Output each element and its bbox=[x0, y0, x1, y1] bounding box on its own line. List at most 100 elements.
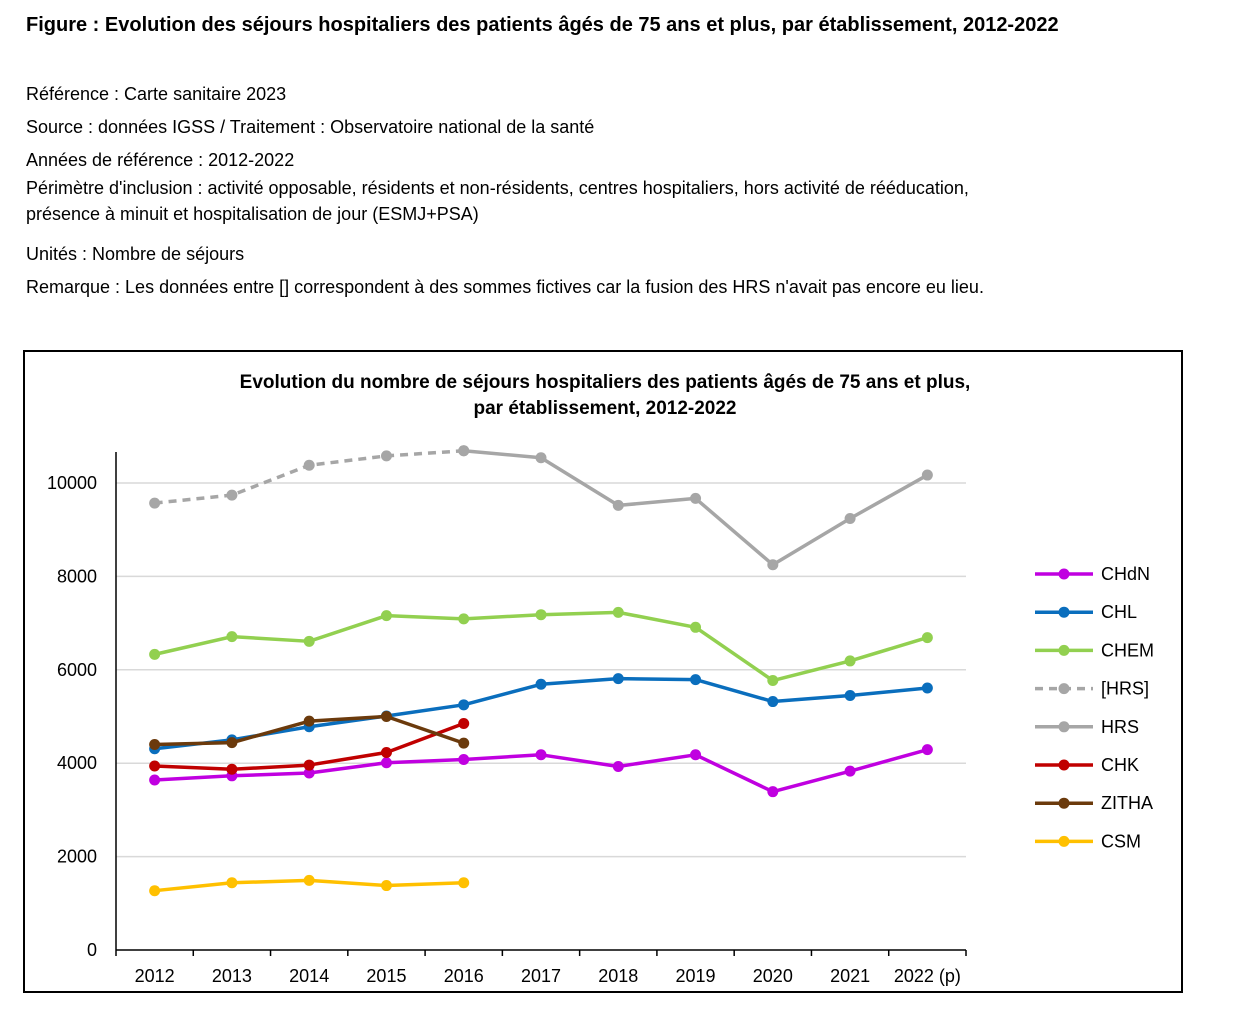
data-point-chk bbox=[226, 763, 238, 775]
data-point-chem bbox=[303, 635, 315, 647]
data-point-chdn bbox=[844, 765, 856, 777]
data-point-chl bbox=[535, 678, 547, 690]
data-point-chdn bbox=[149, 774, 161, 786]
legend-label-zitha: ZITHA bbox=[1101, 793, 1153, 813]
x-tick-label: 2012 bbox=[135, 966, 175, 986]
legend-label-csm: CSM bbox=[1101, 831, 1141, 851]
y-tick-label: 10000 bbox=[47, 473, 97, 493]
data-point-chk bbox=[149, 760, 161, 772]
data-point-chl bbox=[844, 689, 856, 701]
data-point-zitha bbox=[149, 739, 161, 751]
data-point-hrs bbox=[535, 452, 547, 464]
source-text: Source : données IGSS / Traitement : Obs… bbox=[26, 117, 595, 137]
x-tick-label: 2021 bbox=[830, 966, 870, 986]
data-point-chem bbox=[458, 613, 470, 625]
x-tick-label: 2014 bbox=[289, 966, 329, 986]
y-tick-label: 2000 bbox=[57, 847, 97, 867]
data-point-hrs bbox=[458, 445, 470, 457]
data-point-hrs bbox=[612, 499, 624, 511]
data-point-chl bbox=[767, 696, 779, 708]
y-tick-label: 4000 bbox=[57, 753, 97, 773]
legend-marker-chk bbox=[1058, 759, 1070, 771]
perimeter-line-2: présence à minuit et hospitalisation de … bbox=[26, 204, 479, 224]
legend-marker-hrs bbox=[1058, 683, 1070, 695]
data-point-zitha bbox=[226, 737, 238, 749]
figure-title: Figure : Evolution des séjours hospitali… bbox=[26, 14, 1059, 36]
legend-label-chem: CHEM bbox=[1101, 640, 1154, 660]
x-tick-label: 2016 bbox=[444, 966, 484, 986]
data-point-chem bbox=[380, 610, 392, 622]
remark-text: Remarque : Les données entre [] correspo… bbox=[26, 277, 984, 297]
data-point-hrs bbox=[844, 512, 856, 524]
data-point-hrs bbox=[149, 497, 161, 509]
data-point-chem bbox=[226, 631, 238, 643]
data-point-hrs bbox=[921, 469, 933, 481]
x-tick-label: 2018 bbox=[598, 966, 638, 986]
data-point-chem bbox=[767, 675, 779, 687]
years-text: Années de référence : 2012-2022 bbox=[26, 150, 295, 170]
chart-title-line-1: Evolution du nombre de séjours hospitali… bbox=[240, 372, 971, 393]
data-point-chem bbox=[612, 606, 624, 618]
legend-label-hrs: [HRS] bbox=[1101, 679, 1149, 699]
data-point-chl bbox=[690, 674, 702, 686]
x-tick-label: 2013 bbox=[212, 966, 252, 986]
legend-label-chdn: CHdN bbox=[1101, 564, 1150, 584]
data-point-chdn bbox=[767, 786, 779, 798]
x-tick-label: 2015 bbox=[366, 966, 406, 986]
legend-label-hrs: HRS bbox=[1101, 717, 1139, 737]
y-tick-label: 0 bbox=[87, 940, 97, 960]
data-point-chl bbox=[921, 682, 933, 694]
data-point-chdn bbox=[921, 744, 933, 756]
data-point-chem bbox=[690, 621, 702, 633]
perimeter-line-1: Périmètre d'inclusion : activité opposab… bbox=[26, 178, 969, 198]
y-tick-label: 6000 bbox=[57, 660, 97, 680]
data-point-csm bbox=[303, 874, 315, 886]
x-tick-label: 2022 (p) bbox=[894, 966, 961, 986]
data-point-zitha bbox=[303, 715, 315, 727]
data-point-chem bbox=[921, 632, 933, 644]
data-point-chl bbox=[612, 673, 624, 685]
data-point-hrs bbox=[226, 489, 238, 501]
reference-text: Référence : Carte sanitaire 2023 bbox=[26, 84, 287, 104]
x-tick-label: 2020 bbox=[753, 966, 793, 986]
data-point-chem bbox=[844, 655, 856, 667]
data-point-csm bbox=[380, 880, 392, 892]
legend-label-chl: CHL bbox=[1101, 602, 1137, 622]
data-point-chk bbox=[458, 718, 470, 730]
data-point-chl bbox=[458, 699, 470, 711]
series-line-hrs bbox=[463, 449, 929, 567]
data-point-hrs bbox=[690, 492, 702, 504]
legend-label-chk: CHK bbox=[1101, 755, 1139, 775]
legend-marker-chem bbox=[1058, 644, 1070, 656]
data-point-chem bbox=[535, 609, 547, 621]
data-point-csm bbox=[458, 877, 470, 889]
line-chart: Evolution du nombre de séjours hospitali… bbox=[47, 372, 1154, 986]
data-point-chdn bbox=[690, 749, 702, 761]
legend-marker-chl bbox=[1058, 606, 1070, 618]
data-point-chdn bbox=[535, 749, 547, 761]
legend-marker-chdn bbox=[1058, 568, 1070, 580]
data-point-zitha bbox=[380, 711, 392, 722]
data-point-hrs bbox=[303, 459, 315, 471]
data-point-chdn bbox=[380, 757, 392, 769]
x-tick-label: 2017 bbox=[521, 966, 561, 986]
units-text: Unités : Nombre de séjours bbox=[26, 244, 245, 264]
legend-marker-zitha bbox=[1058, 797, 1070, 809]
data-point-hrs bbox=[767, 559, 779, 571]
chart-frame: Evolution du nombre de séjours hospitali… bbox=[23, 350, 1183, 993]
chart-title-line-2: par établissement, 2012-2022 bbox=[474, 398, 737, 419]
data-point-chdn bbox=[458, 753, 470, 765]
series-line-hrs bbox=[154, 449, 464, 505]
data-point-hrs bbox=[380, 450, 392, 462]
data-point-zitha bbox=[458, 737, 470, 749]
legend-marker-csm bbox=[1058, 835, 1070, 847]
data-point-csm bbox=[226, 877, 238, 889]
data-point-csm bbox=[149, 885, 161, 897]
data-point-chk bbox=[303, 759, 315, 771]
data-point-chdn bbox=[612, 760, 624, 772]
y-tick-label: 8000 bbox=[57, 566, 97, 586]
data-point-chdn bbox=[303, 767, 315, 779]
x-tick-label: 2019 bbox=[676, 966, 716, 986]
data-point-chem bbox=[149, 648, 161, 660]
legend-marker-hrs bbox=[1058, 721, 1070, 733]
